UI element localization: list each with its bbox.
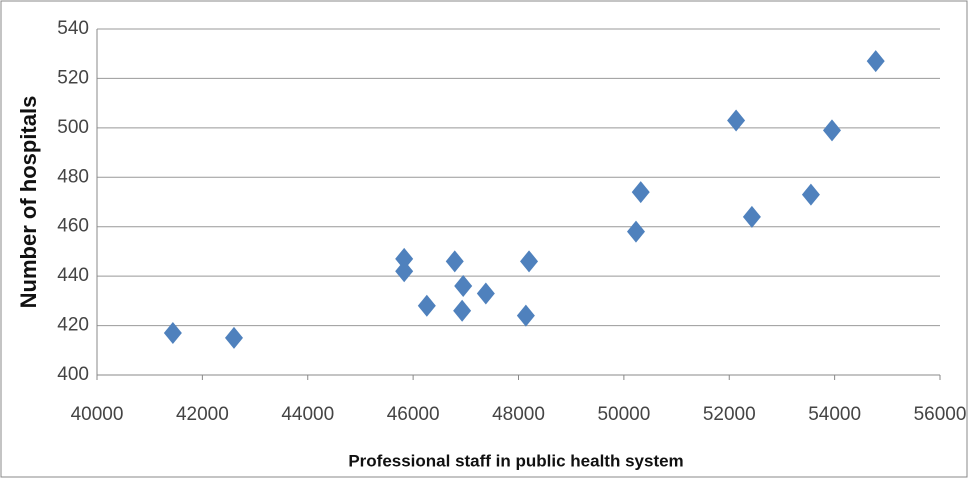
point bbox=[417, 294, 436, 317]
x-tick-label: 46000 bbox=[387, 404, 440, 425]
point bbox=[454, 275, 473, 298]
point bbox=[395, 247, 414, 270]
point bbox=[727, 109, 746, 132]
y-tick-label: 440 bbox=[57, 265, 89, 286]
y-tick-label: 540 bbox=[57, 18, 89, 39]
point bbox=[626, 220, 645, 243]
x-tick-label: 40000 bbox=[71, 404, 124, 425]
point bbox=[224, 326, 243, 349]
point bbox=[516, 304, 535, 327]
point bbox=[476, 282, 495, 305]
y-tick-label: 520 bbox=[57, 67, 89, 88]
x-tick-label: 50000 bbox=[597, 404, 650, 425]
x-tick-label: 56000 bbox=[914, 404, 967, 425]
y-tick-label: 500 bbox=[57, 117, 89, 138]
x-tick-label: 44000 bbox=[281, 404, 334, 425]
x-tick-label: 48000 bbox=[492, 404, 545, 425]
y-tick-label: 460 bbox=[57, 216, 89, 237]
point bbox=[453, 299, 472, 322]
point bbox=[866, 50, 885, 73]
point bbox=[822, 119, 841, 142]
point bbox=[742, 205, 761, 228]
y-axis-label: Number of hospitals bbox=[16, 96, 41, 309]
x-axis-label: Professional staff in public health syst… bbox=[348, 451, 683, 470]
y-tick-label: 480 bbox=[57, 166, 89, 187]
point bbox=[631, 181, 650, 204]
y-tick-label: 400 bbox=[57, 364, 89, 385]
point bbox=[520, 250, 539, 273]
x-tick-label: 42000 bbox=[176, 404, 229, 425]
point bbox=[163, 321, 182, 344]
x-tick-label: 52000 bbox=[703, 404, 756, 425]
point bbox=[801, 183, 820, 206]
point bbox=[395, 260, 414, 283]
point bbox=[445, 250, 464, 273]
y-tick-label: 420 bbox=[57, 315, 89, 336]
x-tick-label: 54000 bbox=[808, 404, 861, 425]
